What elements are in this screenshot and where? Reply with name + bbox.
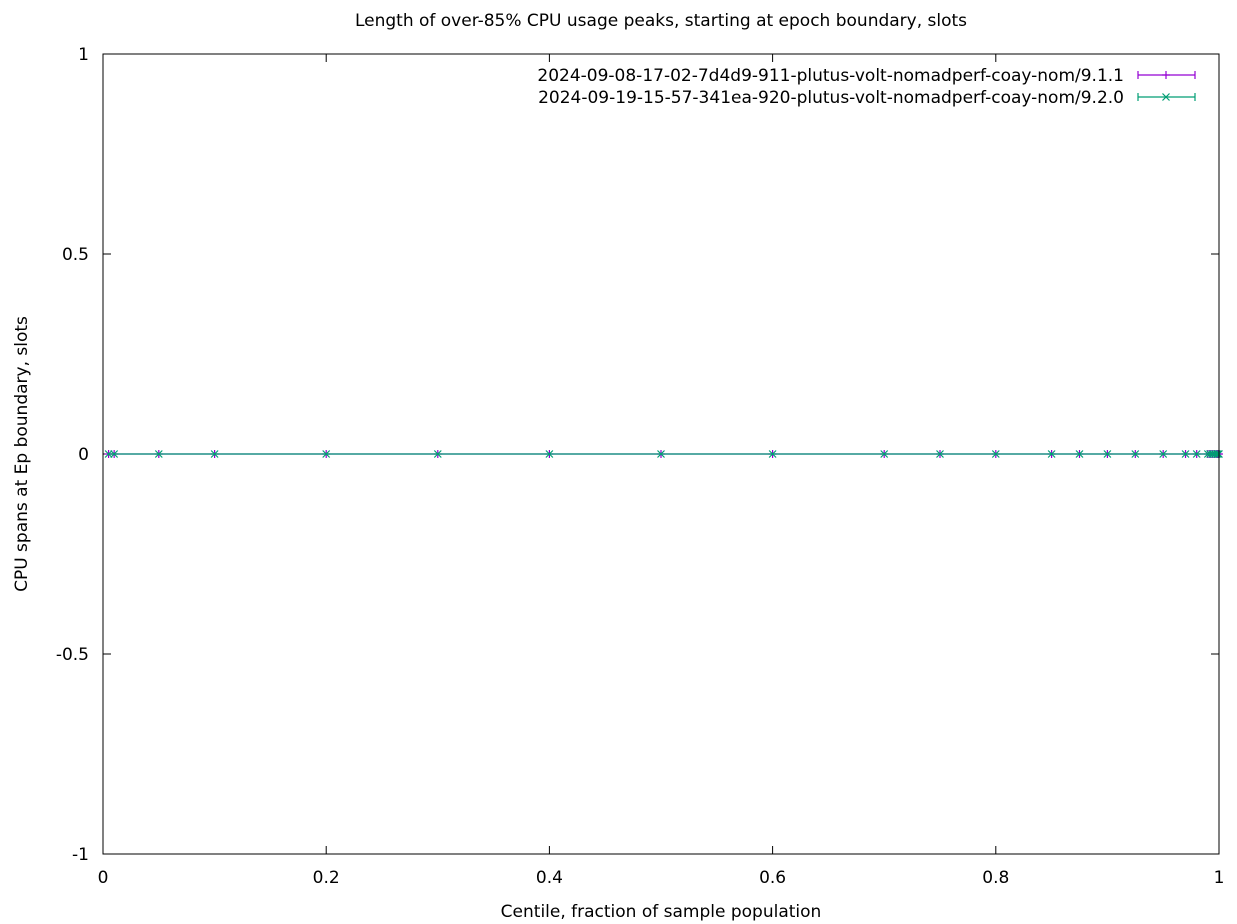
x-tick-label: 0.8: [982, 868, 1009, 888]
series-layer: [104, 450, 1223, 458]
series-point: [1159, 450, 1168, 458]
plot-frame: [102, 53, 1220, 855]
series-point: [1131, 450, 1140, 458]
y-tick-label: -1: [72, 845, 89, 865]
legend-label-2: 2024-09-19-15-57-341ea-920-plutus-volt-n…: [538, 88, 1124, 108]
x-axis-label: Centile, fraction of sample population: [501, 902, 822, 922]
series-point: [880, 450, 889, 458]
x-tick-label: 0.4: [536, 868, 563, 888]
y-tick-label: -0.5: [56, 645, 89, 665]
series-point: [768, 450, 777, 458]
series-point: [1103, 450, 1112, 458]
chart-title: Length of over-85% CPU usage peaks, star…: [355, 11, 967, 31]
x-tick-label: 1: [1214, 868, 1225, 888]
series-point: [1213, 450, 1222, 458]
y-axis-label: CPU spans at Ep boundary, slots: [12, 316, 32, 592]
legend-label-1: 2024-09-08-17-02-7d4d9-911-plutus-volt-n…: [537, 66, 1124, 86]
x-tick-label: 0: [98, 868, 109, 888]
series-point: [545, 450, 554, 458]
series-point: [154, 450, 163, 458]
series-point: [1047, 450, 1056, 458]
series-point: [1162, 93, 1170, 101]
series-point: [1181, 450, 1190, 458]
series-point: [1075, 450, 1084, 458]
x-tick-label: 0.6: [759, 868, 786, 888]
series-point: [322, 450, 331, 458]
axis-ticks: 0 0.2 0.4 0.6 0.8 1 1 0.5 0 -0.5 -1: [56, 45, 1225, 888]
series-point: [936, 450, 944, 458]
series-point: [104, 450, 113, 458]
y-tick-label: 0.5: [62, 245, 89, 265]
series-point: [1192, 450, 1201, 458]
series-point: [657, 450, 665, 458]
legend: 2024-09-08-17-02-7d4d9-911-plutus-volt-n…: [537, 66, 1196, 108]
series-point: [433, 450, 442, 458]
x-tick-label: 0.2: [313, 868, 340, 888]
y-tick-label: 1: [78, 45, 89, 65]
series-point: [210, 450, 219, 458]
series-point: [991, 450, 1000, 458]
y-tick-label: 0: [78, 445, 89, 465]
series-point: [110, 450, 119, 458]
series-point: [1162, 71, 1170, 79]
